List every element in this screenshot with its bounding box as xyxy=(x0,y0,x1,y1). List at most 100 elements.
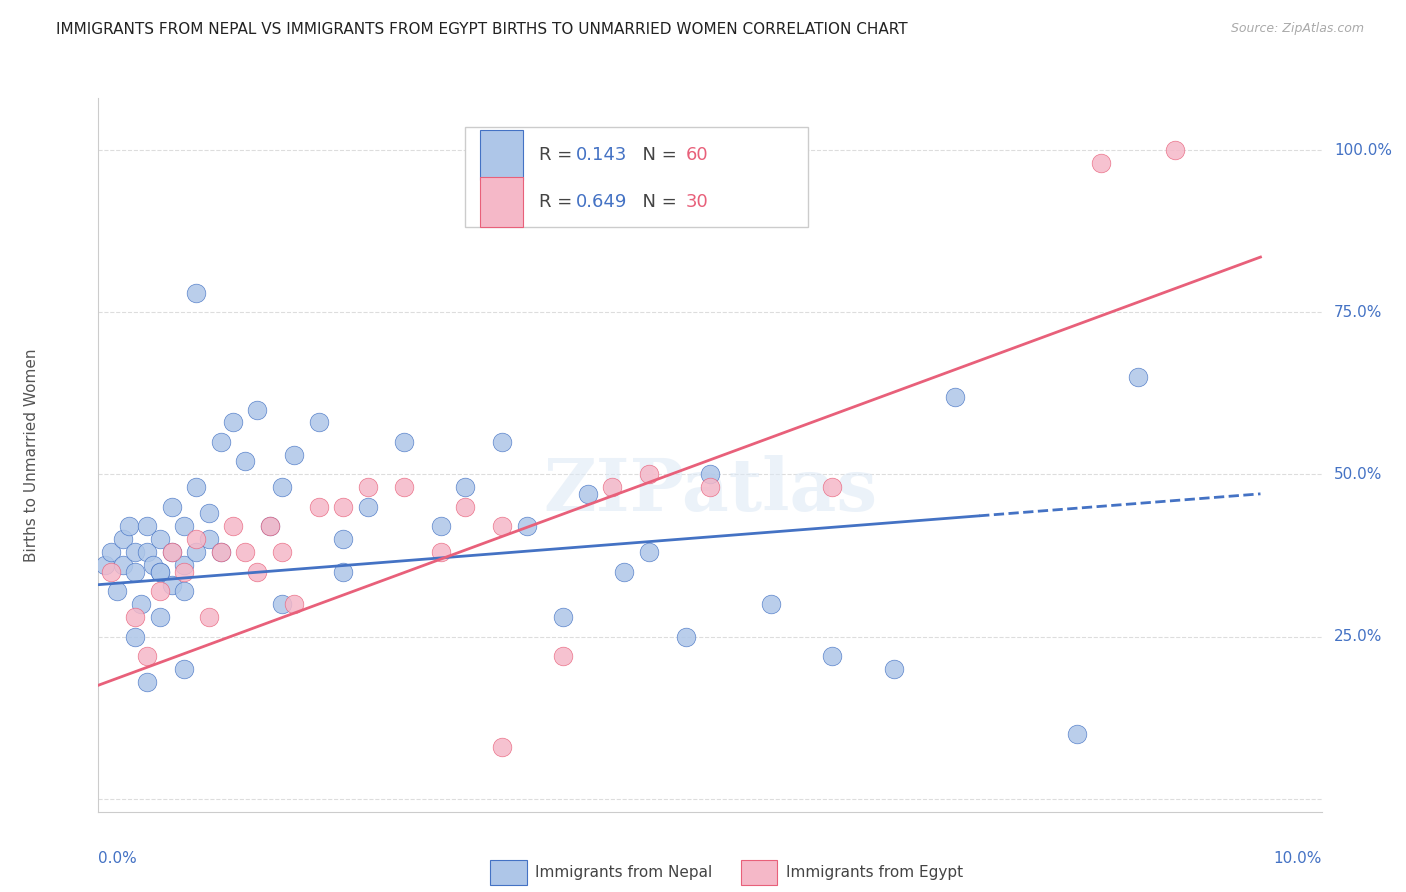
Point xyxy=(173,558,195,573)
Point xyxy=(270,480,292,494)
Text: N =: N = xyxy=(630,193,682,211)
Point xyxy=(308,500,330,514)
Text: 25.0%: 25.0% xyxy=(1334,629,1382,644)
Point xyxy=(637,545,661,559)
Text: 0.0%: 0.0% xyxy=(98,851,138,866)
Point xyxy=(392,434,416,449)
Point xyxy=(186,480,208,494)
Point xyxy=(883,662,905,676)
Point xyxy=(699,480,721,494)
Text: ZIPatlas: ZIPatlas xyxy=(543,455,877,526)
Point xyxy=(100,565,122,579)
Point xyxy=(308,416,330,430)
Point xyxy=(186,545,208,559)
Point xyxy=(124,630,146,644)
Point xyxy=(356,480,378,494)
Point xyxy=(430,519,453,533)
Point xyxy=(553,648,575,663)
Point xyxy=(209,545,232,559)
Text: 10.0%: 10.0% xyxy=(1274,851,1322,866)
Text: 30: 30 xyxy=(686,193,709,211)
Point xyxy=(149,584,172,599)
Text: 0.143: 0.143 xyxy=(575,145,627,163)
Point xyxy=(246,402,269,417)
Point xyxy=(613,565,636,579)
Text: Source: ZipAtlas.com: Source: ZipAtlas.com xyxy=(1230,22,1364,36)
Point xyxy=(516,519,538,533)
Point xyxy=(124,545,146,559)
Point xyxy=(270,545,292,559)
Point xyxy=(173,584,195,599)
Text: 60: 60 xyxy=(686,145,709,163)
Point xyxy=(186,533,208,547)
Point xyxy=(222,416,245,430)
Text: Births to Unmarried Women: Births to Unmarried Women xyxy=(24,348,38,562)
Text: 0.649: 0.649 xyxy=(575,193,627,211)
Point xyxy=(1066,727,1088,741)
Text: Immigrants from Egypt: Immigrants from Egypt xyxy=(786,865,963,880)
Point xyxy=(160,545,183,559)
Point xyxy=(356,500,378,514)
Point xyxy=(283,597,305,611)
Point xyxy=(124,610,146,624)
Text: IMMIGRANTS FROM NEPAL VS IMMIGRANTS FROM EGYPT BIRTHS TO UNMARRIED WOMEN CORRELA: IMMIGRANTS FROM NEPAL VS IMMIGRANTS FROM… xyxy=(56,22,908,37)
Point xyxy=(246,565,269,579)
FancyBboxPatch shape xyxy=(479,177,523,227)
Point xyxy=(160,500,183,514)
Point xyxy=(105,584,128,599)
Point xyxy=(1090,156,1112,170)
Point xyxy=(136,675,159,690)
Point xyxy=(332,565,354,579)
Point xyxy=(124,565,146,579)
Point xyxy=(943,390,966,404)
Point xyxy=(430,545,453,559)
Point xyxy=(160,545,183,559)
FancyBboxPatch shape xyxy=(741,860,778,885)
FancyBboxPatch shape xyxy=(489,860,526,885)
Point xyxy=(675,630,697,644)
Point xyxy=(454,480,477,494)
Point xyxy=(136,545,159,559)
Point xyxy=(149,533,172,547)
Point xyxy=(209,434,232,449)
Point xyxy=(259,519,281,533)
Point xyxy=(821,648,844,663)
Point xyxy=(149,565,172,579)
Text: 75.0%: 75.0% xyxy=(1334,305,1382,319)
Point xyxy=(491,434,513,449)
Point xyxy=(100,545,122,559)
Text: R =: R = xyxy=(538,145,578,163)
Point xyxy=(197,533,219,547)
Point xyxy=(1164,143,1187,157)
Point xyxy=(197,610,219,624)
Point xyxy=(111,558,134,573)
Point xyxy=(173,519,195,533)
Point xyxy=(118,519,141,533)
Point xyxy=(93,558,115,573)
Point xyxy=(160,577,183,591)
Point xyxy=(173,565,195,579)
Point xyxy=(553,610,575,624)
Text: Immigrants from Nepal: Immigrants from Nepal xyxy=(536,865,713,880)
Text: 100.0%: 100.0% xyxy=(1334,143,1392,158)
Text: 50.0%: 50.0% xyxy=(1334,467,1382,482)
Point xyxy=(283,448,305,462)
Point xyxy=(600,480,623,494)
Point xyxy=(576,487,599,501)
Point xyxy=(491,739,513,754)
Point xyxy=(392,480,416,494)
FancyBboxPatch shape xyxy=(465,127,808,227)
Point xyxy=(270,597,292,611)
FancyBboxPatch shape xyxy=(479,129,523,179)
Point xyxy=(1128,370,1150,384)
Text: N =: N = xyxy=(630,145,682,163)
Text: R =: R = xyxy=(538,193,578,211)
Point xyxy=(259,519,281,533)
Point xyxy=(149,610,172,624)
Point xyxy=(759,597,782,611)
Point xyxy=(491,519,513,533)
Point xyxy=(821,480,844,494)
Point xyxy=(173,662,195,676)
Point xyxy=(136,519,159,533)
Point xyxy=(209,545,232,559)
